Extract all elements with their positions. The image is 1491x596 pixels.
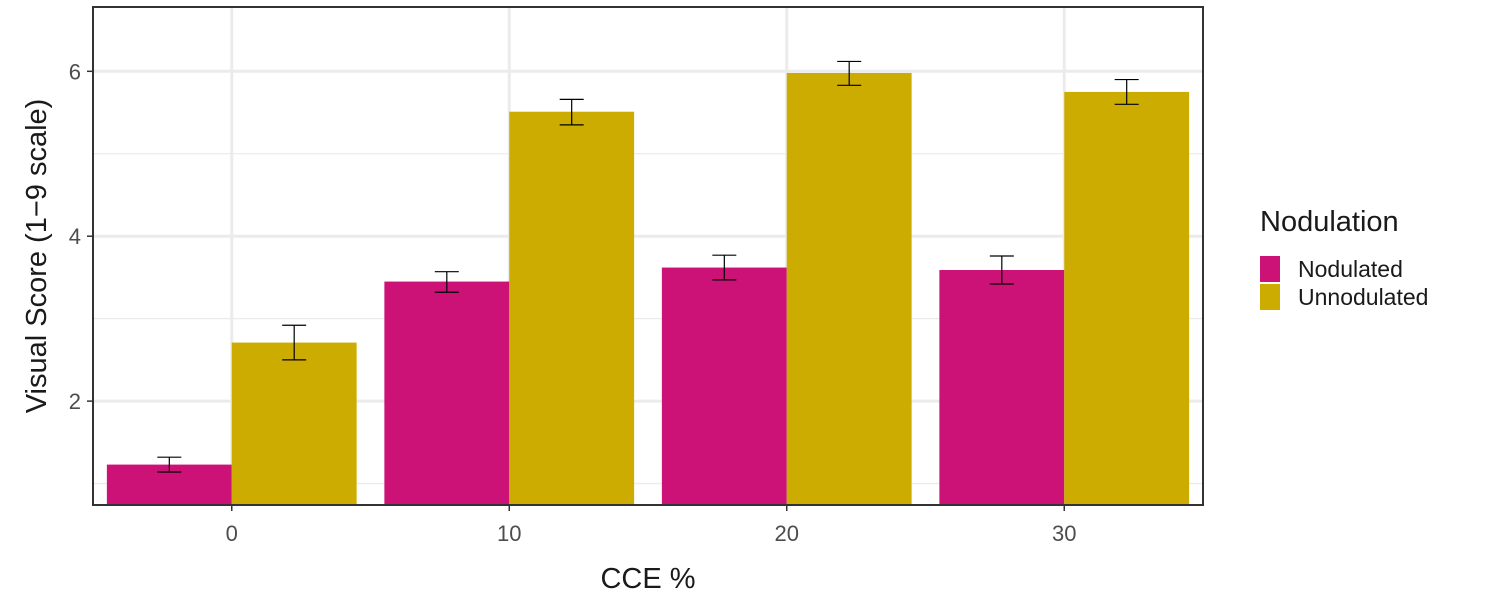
legend-title: Nodulation <box>1260 206 1399 238</box>
panel-border <box>92 6 1204 506</box>
y-axis-title: Visual Score (1−9 scale) <box>21 99 53 414</box>
axes: 2 4 6 0 10 20 30 <box>69 59 1077 546</box>
legend-key-nodulated <box>1260 256 1280 282</box>
x-tick-label: 20 <box>775 521 799 546</box>
bar-nodulated-20 <box>661 267 787 505</box>
y-tick-label: 4 <box>69 224 81 249</box>
bar-unnodulated-30 <box>1064 91 1190 506</box>
x-tick-label: 0 <box>226 521 238 546</box>
legend-label-unnodulated: Unnodulated <box>1298 284 1428 310</box>
x-axis-title: CCE % <box>600 563 695 595</box>
bar-nodulated-30 <box>939 270 1065 505</box>
x-tick-label: 30 <box>1052 521 1076 546</box>
error-bars <box>157 60 1139 473</box>
y-tick-label: 2 <box>69 389 81 414</box>
x-tick-label: 10 <box>497 521 521 546</box>
bar-nodulated-10 <box>384 281 510 505</box>
legend-label-nodulated: Nodulated <box>1298 256 1403 282</box>
y-tick-label: 6 <box>69 59 81 84</box>
bars <box>106 72 1190 506</box>
legend-key-unnodulated <box>1260 284 1280 310</box>
bar-unnodulated-10 <box>509 111 635 506</box>
bar-unnodulated-0 <box>231 342 357 505</box>
bar-unnodulated-20 <box>786 72 912 505</box>
